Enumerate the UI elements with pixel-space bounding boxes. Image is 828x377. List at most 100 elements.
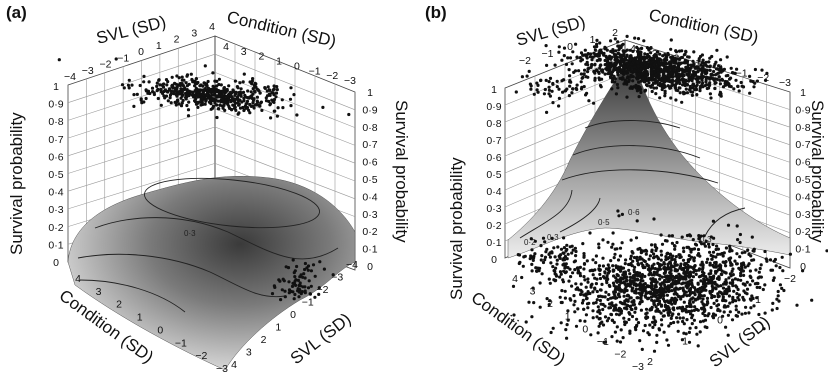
panel-a-point-survived [196,80,200,85]
panel-b-point-died [711,242,715,247]
panel-b-point-died [601,256,605,260]
panel-b-point-survived [666,66,670,70]
panel-b-point-died [595,289,599,294]
panel-a-point-survived [295,113,299,117]
panel-a-point-survived [223,108,227,112]
panel-b-point-died [631,286,635,290]
panel-b-point-survived [705,70,709,74]
panel-b-point-died [629,238,633,242]
panel-b-point-died [722,292,726,296]
panel-b-point-died [652,300,656,304]
panel-b-point-died [667,289,671,293]
panel-a-condition-tick-bottom: −1 [175,337,187,349]
panel-b-condition-tick: 4 [630,43,636,55]
panel-b-point-died [745,292,749,296]
panel-b-point-died [596,305,600,309]
panel-b-point-died [582,252,586,256]
panel-b-point-died [673,258,677,262]
panel-a-svl-tick: 4 [209,21,215,33]
panel-a-survival-tick-left: 0·3 [48,204,63,216]
panel-b-point-died [711,250,716,254]
panel-a-point-died [306,268,310,272]
panel-b-point-survived [578,56,582,60]
panel-b-point-died [644,252,648,256]
panel-b-point-died [720,251,724,256]
panel-a-svl-tick: −4 [64,71,76,83]
panel-b-point-died [715,277,720,281]
panel-b-point-died [733,259,737,263]
panel-a-point-survived [190,90,194,94]
panel-a-point-died [272,284,276,288]
panel-b-point-died [589,333,593,337]
panel-a-condition-tick: −3 [344,75,356,87]
panel-b-point-died [669,316,673,320]
panel-b-point-died [512,313,516,317]
panel-a-contour-4 [79,279,186,313]
panel-b-point-died [714,265,718,269]
panel-a-point-survived [248,111,252,115]
panel-b-point-survived [658,57,662,62]
panel-b-point-died [734,304,738,308]
panel-b-point-survived [609,76,613,80]
panel-b-zlabel-right: Survival probability [808,100,827,243]
panel-b-point-died [778,265,782,270]
panel-b-point-died [721,314,725,318]
panel-b-point-died [540,272,544,276]
panel-b-point-survived [614,49,618,53]
panel-b-xlabel-bottom: SVL (SD) [706,312,774,371]
panel-a-point-survived [204,83,208,87]
panel-b-point-survived [664,54,668,58]
panel-b-point-survived [564,89,568,93]
panel-a-point-survived [198,84,202,88]
panel-b-point-died [663,304,668,309]
panel-b-point-died [700,267,705,271]
panel-b-point-died [795,303,799,307]
panel-b-point-died [618,254,623,258]
panel-b-point-survived [633,36,637,40]
panel-b-point-died [682,249,686,254]
panel-b-point-died [643,287,647,291]
panel-b-point-died [621,336,625,340]
panel-b-point-died [756,276,760,280]
panel-b-point-died [653,267,658,271]
panel-b-point-died [610,335,614,339]
panel-b-point-survived [536,83,540,87]
panel-a-point-survived [170,84,174,88]
panel-a-point-survived [268,103,272,107]
panel-a-point-survived [140,101,144,105]
panel-b-point-survived [582,72,586,76]
panel-a-point-died [291,258,295,262]
panel-b-point-survived [693,71,697,75]
panel-b-point-survived [765,71,769,75]
panel-b-point-died [693,288,698,292]
panel-b-point-survived [661,84,665,88]
panel-b-point-died [654,295,658,299]
panel-b-point-died [663,270,668,274]
panel-a-condition-tick-bottom: 1 [137,312,143,324]
panel-b-point-survived [635,60,639,64]
panel-b-point-died [668,252,673,256]
panel-b-point-survived [643,52,647,56]
panel-b-point-died [738,255,742,259]
panel-b-point-died [770,308,774,312]
panel-b-point-died [672,320,676,325]
panel-a-point-survived [168,93,173,97]
panel-b-point-died [640,276,644,280]
panel-b-point-died [562,251,566,255]
panel-b-point-survived [547,92,551,96]
panel-b-point-died [644,295,648,299]
panel-b-point-survived [753,81,757,85]
panel-b-point-died [565,247,569,252]
panel-b-point-survived [686,63,690,67]
panel-b-point-died [603,270,607,274]
panel-b-point-died [682,300,686,304]
panel-b-point-died [603,295,607,299]
panel-b-point-died [747,252,751,256]
panel-b-point-died [723,280,727,284]
panel-b-point-died [659,318,664,322]
panel-b-survival-tick-left: 0·8 [486,118,501,130]
panel-b-point-survived [560,58,564,62]
panel-b-point-survived [658,96,662,100]
panel-b-point-died [586,277,590,281]
panel-a-point-survived [170,75,174,79]
